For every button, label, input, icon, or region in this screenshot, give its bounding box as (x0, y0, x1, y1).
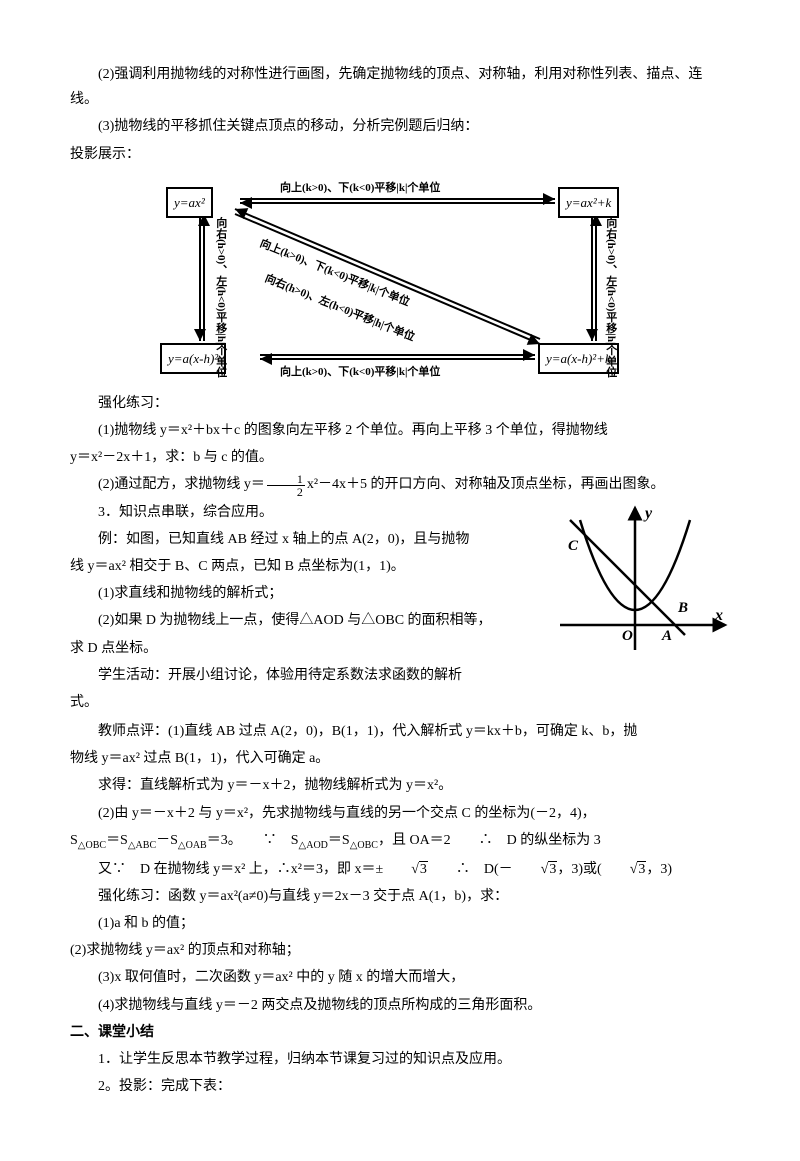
graph-B-label: B (677, 600, 688, 616)
summary-1: 1．让学生反思本节教学过程，归纳本节课复习过的知识点及应用。 (70, 1047, 730, 1072)
intro-p3: 投影展示： (70, 142, 730, 167)
graph-C-label: C (568, 538, 579, 554)
graph-O-label: O (622, 628, 633, 644)
radical-3-b: 3 (513, 857, 558, 882)
review1: 教师点评：(1)直线 AB 过点 A(2，0)，B(1，1)，代入解析式 y＝k… (70, 719, 730, 744)
result3: S△OBC＝S△ABC－S△OAB＝3。 ∵ S△AOD＝S△OBC，且 OA＝… (70, 828, 730, 855)
practice-q2b: x²－4x＋5 的开口方向、对称轴及顶点坐标，再画出图象。 (307, 477, 665, 492)
radical-3-a: 3 (383, 857, 428, 882)
fraction-half: 12 (267, 473, 305, 498)
parabola-graph: O A B C x y (550, 500, 730, 669)
radical-3-c: 3 (602, 857, 647, 882)
practice-q1a: (1)抛物线 y＝x²＋bx＋c 的图象向左平移 2 个单位。再向上平移 3 个… (70, 418, 730, 443)
result4: 又∵ D 在抛物线 y＝x² 上，∴x²＝3，即 x＝±3 ∴ D(－3，3)或… (70, 857, 730, 882)
activity2: 式。 (70, 690, 730, 715)
summary-2: 2。投影：完成下表： (70, 1074, 730, 1099)
diagram-right-label: 向右(h>0)、左(h<0)平移|h|个单位 (600, 217, 620, 377)
result1: 求得：直线解析式为 y＝－x＋2，抛物线解析式为 y＝x²。 (70, 773, 730, 798)
practice2-q3: (3)x 取何值时，二次函数 y＝ax² 中的 y 随 x 的增大而增大， (70, 965, 730, 990)
practice2: 强化练习：函数 y＝ax²(a≠0)与直线 y＝2x－3 交于点 A(1，b)，… (70, 884, 730, 909)
box-tr: y=ax²+k (558, 187, 619, 218)
diagram-left-label: 向右(h>0)、左(h<0)平移|h|个单位 (210, 217, 230, 377)
practice2-q2: (2)求抛物线 y＝ax² 的顶点和对称轴； (70, 938, 730, 963)
graph-A-label: A (661, 628, 672, 644)
intro-p2: (3)抛物线的平移抓住关键点顶点的移动，分析完例题后归纳： (70, 114, 730, 139)
practice2-q4: (4)求抛物线与直线 y＝－2 两交点及抛物线的顶点所构成的三角形面积。 (70, 993, 730, 1018)
summary-heading: 二、课堂小结 (70, 1020, 730, 1045)
graph-y-label: y (643, 505, 653, 522)
diagram-bottom-label: 向上(k>0)、下(k<0)平移|k|个单位 (280, 363, 440, 383)
practice-title: 强化练习： (70, 391, 730, 416)
practice2-q1: (1)a 和 b 的值； (70, 911, 730, 936)
practice-q2: (2)通过配方，求抛物线 y＝12x²－4x＋5 的开口方向、对称轴及顶点坐标，… (70, 472, 730, 497)
intro-p1: (2)强调利用抛物线的对称性进行画图，先确定抛物线的顶点、对称轴，利用对称性列表… (70, 62, 730, 112)
box-tl: y=ax² (166, 187, 213, 218)
result2: (2)由 y＝－x＋2 与 y＝x²，先求抛物线与直线的另一个交点 C 的坐标为… (70, 801, 730, 826)
diagram-top-label: 向上(k>0)、下(k<0)平移|k|个单位 (280, 179, 440, 199)
practice-q1b: y＝x²－2x＋1，求：b 与 c 的值。 (70, 445, 730, 470)
practice-q2a: (2)通过配方，求抛物线 y＝ (98, 477, 265, 492)
review2: 物线 y＝ax² 过点 B(1，1)，代入可确定 a。 (70, 746, 730, 771)
translation-diagram: y=ax² y=ax²+k y=a(x-h)² y=a(x-h)²+k 向上(k… (160, 179, 640, 379)
graph-x-label: x (714, 607, 723, 624)
